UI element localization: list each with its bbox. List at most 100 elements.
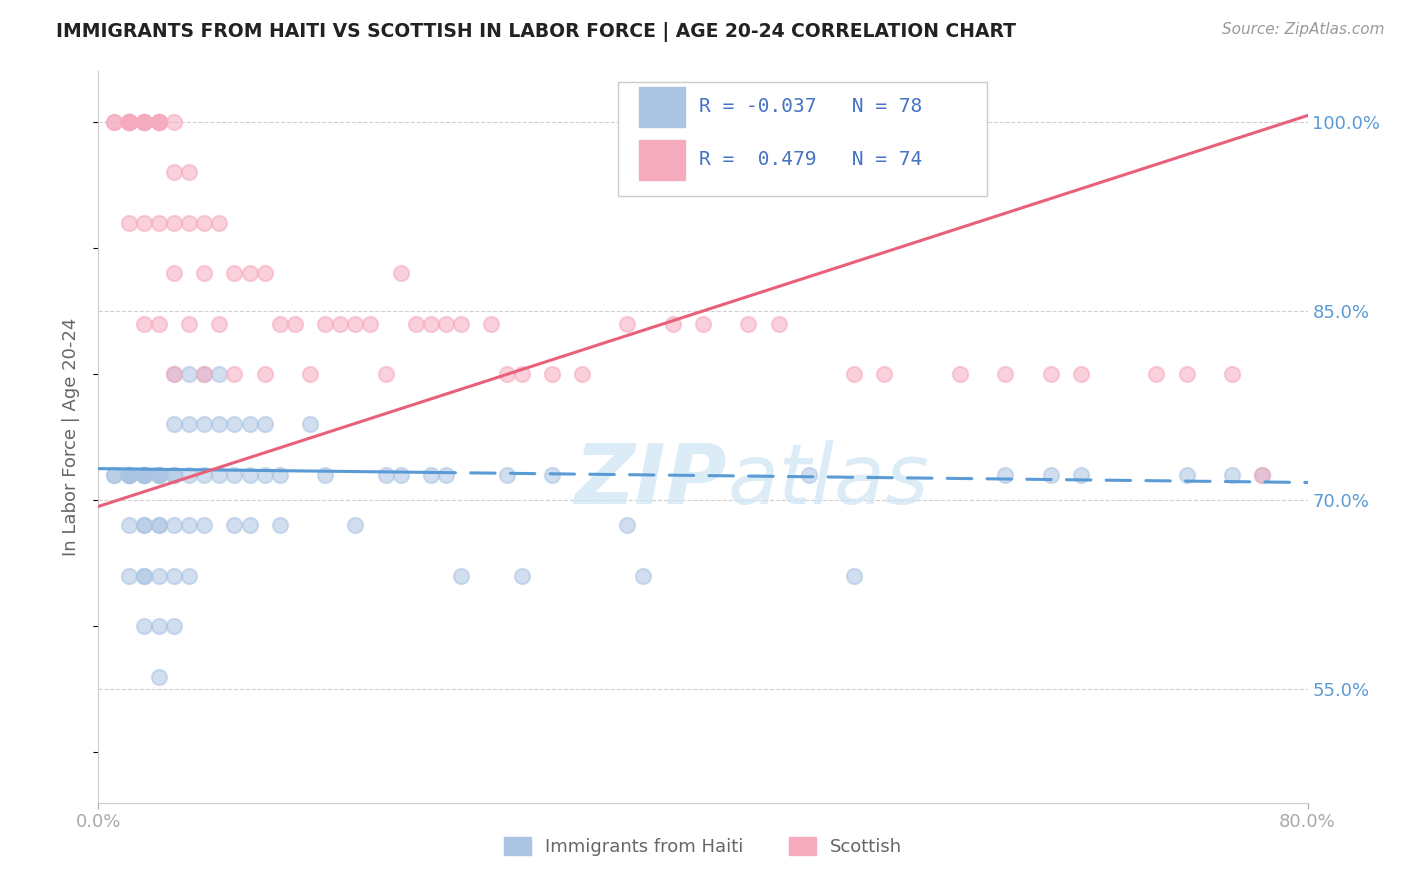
Point bbox=[540, 367, 562, 381]
Point bbox=[495, 367, 517, 381]
Point bbox=[844, 569, 866, 583]
Point bbox=[179, 417, 201, 432]
Point bbox=[239, 417, 262, 432]
Point bbox=[132, 115, 155, 129]
Point bbox=[193, 266, 215, 280]
Point bbox=[420, 317, 443, 331]
Text: ZIP: ZIP bbox=[575, 441, 727, 522]
Point bbox=[148, 115, 170, 129]
Point bbox=[118, 569, 141, 583]
Point bbox=[193, 367, 215, 381]
Point bbox=[118, 467, 141, 482]
Point bbox=[239, 467, 262, 482]
Text: R =  0.479   N = 74: R = 0.479 N = 74 bbox=[699, 150, 922, 169]
Point bbox=[132, 467, 155, 482]
Point bbox=[616, 518, 638, 533]
Point bbox=[118, 115, 141, 129]
Point bbox=[737, 317, 759, 331]
Point bbox=[118, 216, 141, 230]
Point bbox=[132, 569, 155, 583]
Point bbox=[1220, 467, 1243, 482]
Point bbox=[163, 216, 186, 230]
Point bbox=[616, 317, 638, 331]
Point bbox=[253, 266, 276, 280]
Point bbox=[118, 115, 141, 129]
Point bbox=[103, 115, 125, 129]
Point bbox=[405, 317, 427, 331]
Point bbox=[118, 467, 141, 482]
Point bbox=[481, 317, 503, 331]
Point bbox=[148, 467, 170, 482]
FancyBboxPatch shape bbox=[638, 140, 685, 180]
Point bbox=[148, 115, 170, 129]
Point bbox=[193, 216, 215, 230]
Point bbox=[994, 367, 1017, 381]
Point bbox=[224, 518, 246, 533]
Point bbox=[193, 518, 215, 533]
Y-axis label: In Labor Force | Age 20-24: In Labor Force | Age 20-24 bbox=[62, 318, 80, 557]
Point bbox=[434, 467, 457, 482]
Point bbox=[434, 317, 457, 331]
Point bbox=[692, 317, 714, 331]
Point bbox=[163, 266, 186, 280]
FancyBboxPatch shape bbox=[619, 82, 987, 195]
Point bbox=[284, 317, 307, 331]
Point bbox=[163, 115, 186, 129]
Point bbox=[208, 317, 231, 331]
Point bbox=[148, 467, 170, 482]
Point bbox=[360, 317, 382, 331]
Text: IMMIGRANTS FROM HAITI VS SCOTTISH IN LABOR FORCE | AGE 20-24 CORRELATION CHART: IMMIGRANTS FROM HAITI VS SCOTTISH IN LAB… bbox=[56, 22, 1017, 42]
Point bbox=[118, 518, 141, 533]
Point bbox=[495, 467, 517, 482]
Point bbox=[148, 115, 170, 129]
Point bbox=[208, 417, 231, 432]
Point bbox=[148, 115, 170, 129]
Text: atlas: atlas bbox=[727, 441, 929, 522]
Point bbox=[299, 417, 322, 432]
Point bbox=[179, 518, 201, 533]
Point bbox=[132, 115, 155, 129]
Point bbox=[389, 266, 412, 280]
Point bbox=[1251, 467, 1274, 482]
Point bbox=[132, 467, 155, 482]
Point bbox=[661, 317, 683, 331]
Point bbox=[148, 317, 170, 331]
Point bbox=[1039, 467, 1062, 482]
Point bbox=[571, 367, 593, 381]
Point bbox=[118, 467, 141, 482]
Point bbox=[148, 518, 170, 533]
Point bbox=[163, 367, 186, 381]
Point bbox=[389, 467, 412, 482]
Point bbox=[1070, 467, 1092, 482]
Point bbox=[269, 317, 291, 331]
Point bbox=[1039, 367, 1062, 381]
Point bbox=[224, 367, 246, 381]
Point bbox=[118, 115, 141, 129]
Point bbox=[179, 216, 201, 230]
Point bbox=[329, 317, 352, 331]
Point bbox=[148, 518, 170, 533]
Point bbox=[631, 569, 654, 583]
Point bbox=[768, 317, 790, 331]
Point bbox=[103, 467, 125, 482]
Point bbox=[118, 467, 141, 482]
Point bbox=[132, 518, 155, 533]
Point bbox=[344, 317, 367, 331]
Point bbox=[208, 367, 231, 381]
Point bbox=[314, 317, 336, 331]
Point bbox=[1175, 367, 1198, 381]
Point bbox=[344, 518, 367, 533]
Point bbox=[148, 619, 170, 633]
Point bbox=[1070, 367, 1092, 381]
Point bbox=[253, 367, 276, 381]
Point bbox=[163, 569, 186, 583]
Point bbox=[269, 518, 291, 533]
Point bbox=[269, 467, 291, 482]
Point bbox=[148, 670, 170, 684]
Point bbox=[163, 417, 186, 432]
Legend: Immigrants from Haiti, Scottish: Immigrants from Haiti, Scottish bbox=[496, 830, 910, 863]
Point bbox=[797, 467, 820, 482]
Point bbox=[420, 467, 443, 482]
Point bbox=[179, 467, 201, 482]
Point bbox=[118, 467, 141, 482]
